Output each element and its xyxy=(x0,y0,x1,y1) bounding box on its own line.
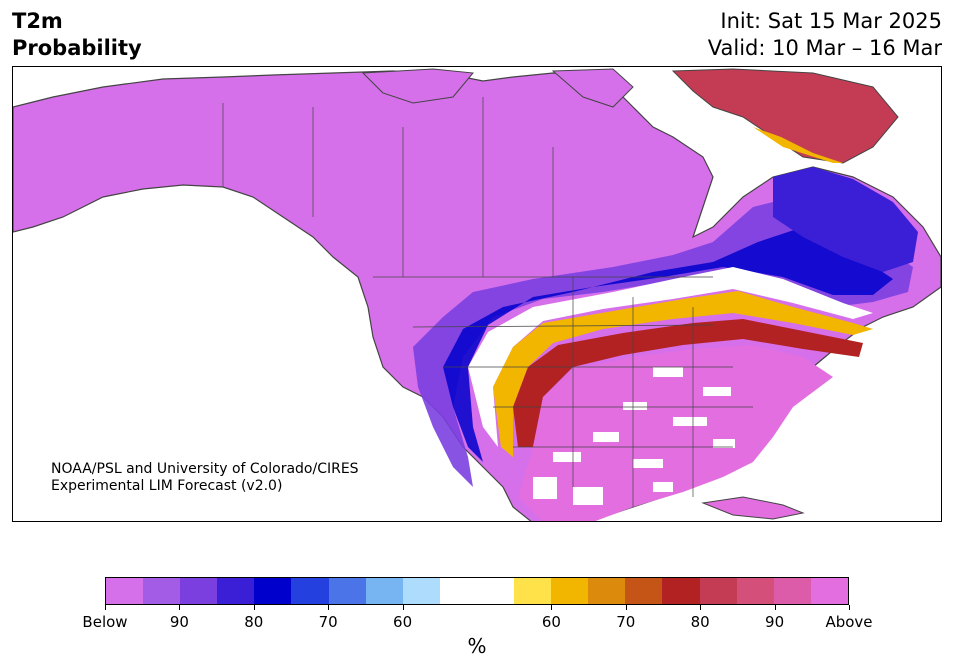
colorbar-cell xyxy=(439,578,477,604)
red-band xyxy=(513,319,863,447)
colorbar-cell xyxy=(476,578,515,604)
colorbar-cell xyxy=(365,578,403,604)
colorbar-tick-label: 70 xyxy=(616,613,636,631)
colorbar-cell xyxy=(588,578,626,604)
greenland xyxy=(671,68,899,164)
map-canvas xyxy=(13,68,941,521)
colorbar-cell xyxy=(736,578,774,604)
colorbar-tickmark xyxy=(774,605,776,610)
credit-block: NOAA/PSL and University of Colorado/CIRE… xyxy=(51,461,359,495)
colorbar-tick-label: 90 xyxy=(765,613,785,631)
colorbar-cell xyxy=(514,578,552,604)
colorbar-cell xyxy=(143,578,181,604)
neutral-band xyxy=(468,267,873,447)
colorbar-tick-label: 70 xyxy=(318,613,338,631)
political-boundaries xyxy=(222,97,753,507)
colorbar-tickmark xyxy=(328,605,330,610)
colorbar-cell xyxy=(291,578,329,604)
colorbar-cell xyxy=(625,578,663,604)
valid-range: Valid: 10 Mar – 16 Mar xyxy=(707,36,942,60)
colorbar-cell xyxy=(662,578,700,604)
colorbar-tick-label: 60 xyxy=(541,613,561,631)
credit-product: Experimental LIM Forecast (v2.0) xyxy=(51,478,283,494)
title-metric: Probability xyxy=(12,36,142,60)
colorbar-tick-label: 90 xyxy=(169,613,189,631)
colorbar-tickmark xyxy=(179,605,181,610)
above-normal-region xyxy=(518,345,833,521)
colorbar-tickmark xyxy=(551,605,553,610)
warm-gradient-band xyxy=(493,291,873,457)
title-variable: T2m xyxy=(12,9,63,33)
colorbar xyxy=(105,577,849,605)
colorbar-unit: % xyxy=(467,634,487,658)
colorbar-tickmark xyxy=(849,605,850,610)
colorbar-tickmark xyxy=(625,605,627,610)
credit-org: NOAA/PSL and University of Colorado/CIRE… xyxy=(51,461,359,477)
greenland-rim xyxy=(753,127,843,163)
colorbar-cell xyxy=(328,578,366,604)
colorbar-cell xyxy=(551,578,589,604)
labrador-cold-pocket xyxy=(773,167,918,272)
colorbar-tick-label: 60 xyxy=(393,613,413,631)
cuba xyxy=(701,496,805,520)
colorbar-cell xyxy=(773,578,811,604)
colorbar-tickmark xyxy=(253,605,255,610)
colorbar-cell xyxy=(402,578,440,604)
colorbar-tickmark xyxy=(402,605,404,610)
init-date: Init: Sat 15 Mar 2025 xyxy=(720,9,942,33)
colorbar-tick-label: Below xyxy=(82,613,128,631)
near-normal-patches xyxy=(533,367,735,505)
colorbar-cell xyxy=(106,578,144,604)
colorbar-tickmark xyxy=(700,605,702,610)
date-block: Init: Sat 15 Mar 2025 Valid: 10 Mar – 16… xyxy=(708,8,942,62)
colorbar-tick-label: Above xyxy=(825,613,873,631)
colorbar-cell xyxy=(217,578,255,604)
colorbar-tickmark xyxy=(105,605,106,610)
colorbar-tick-label: 80 xyxy=(244,613,264,631)
colorbar-tick-label: 80 xyxy=(690,613,710,631)
colorbar-cell xyxy=(254,578,292,604)
arctic-islands xyxy=(361,68,634,108)
colorbar-cell xyxy=(699,578,737,604)
forecast-map: NOAA/PSL and University of Colorado/CIRE… xyxy=(12,66,942,522)
colorbar-cell xyxy=(810,578,848,604)
title-block: T2m Probability xyxy=(12,8,142,62)
colorbar-cell xyxy=(180,578,218,604)
